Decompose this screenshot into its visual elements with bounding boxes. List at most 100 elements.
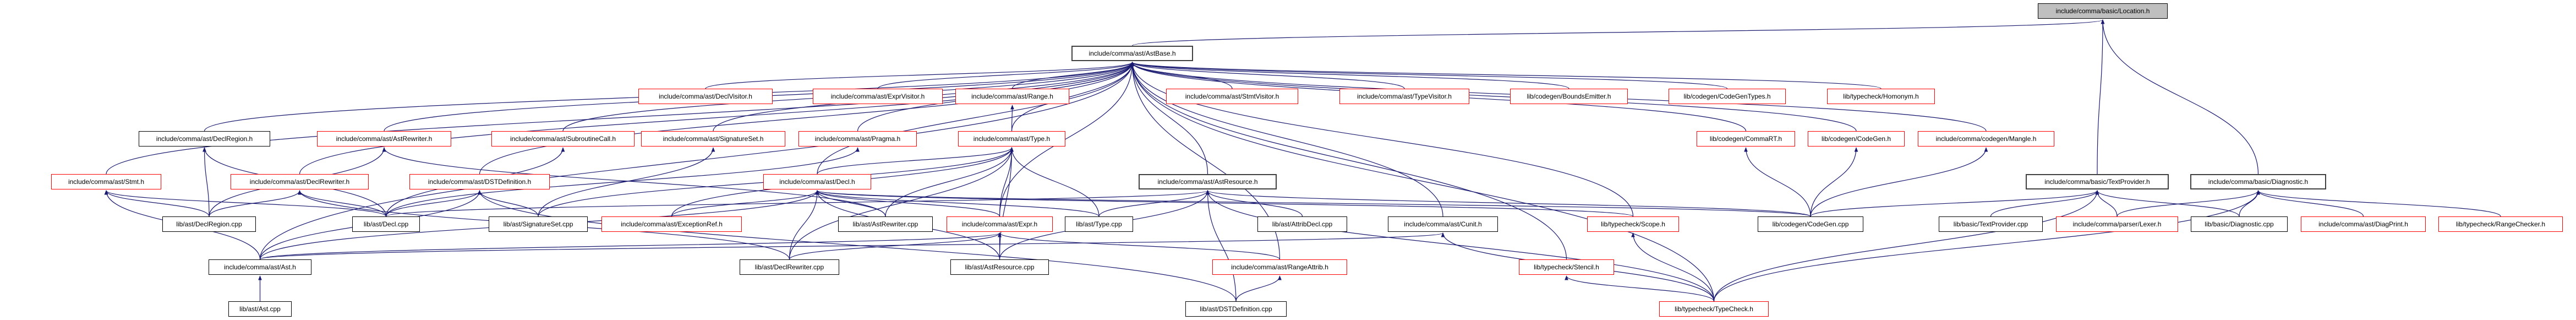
node-typevisitor-h[interactable]: include/comma/ast/TypeVisitor.h	[1339, 89, 1469, 104]
edge-diagnostic_cpp-to-diagnostic_h	[2239, 190, 2260, 217]
node-exprvisitor-h[interactable]: include/comma/ast/ExprVisitor.h	[813, 89, 943, 104]
edge-codegen_cpp-to-decl_h	[816, 190, 1811, 217]
edge-decl_h-to-type_h	[817, 147, 1014, 175]
node-ast-h[interactable]: include/comma/ast/Ast.h	[209, 259, 311, 275]
edge-textprovider_h-to-location_h	[2097, 19, 2105, 175]
node-diagnostic-cpp[interactable]: lib/basic/Diagnostic.cpp	[2191, 216, 2288, 232]
node-declrewriter-h[interactable]: include/comma/ast/DeclRewriter.h	[231, 174, 369, 189]
edge-typecheck_h-to-astbase_h	[1130, 62, 1715, 302]
node-type-cpp[interactable]: lib/ast/Type.cpp	[1065, 216, 1133, 232]
node-stencil-h[interactable]: lib/typecheck/Stencil.h	[1519, 259, 1614, 275]
edge-homonym_h-to-astbase_h	[1130, 62, 1882, 89]
edge-type_cpp-to-type_h	[1010, 147, 1100, 217]
node-astresource-h[interactable]: include/comma/ast/AstResource.h	[1139, 174, 1277, 189]
edge-declrewriter_cpp-to-expr_h	[789, 232, 1002, 260]
edge-decl_cpp-to-declrewriter_h	[298, 190, 387, 217]
edge-astrewriter_cpp-to-decl_h	[815, 190, 886, 217]
node-rangechecker-h[interactable]: lib/typecheck/RangeChecker.h	[2438, 216, 2563, 232]
node-pragma-h[interactable]: include/comma/ast/Pragma.h	[798, 131, 917, 147]
edge-type_h-to-range_h	[1010, 105, 1014, 132]
node-codegentypes-h[interactable]: lib/codegen/CodeGenTypes.h	[1669, 89, 1786, 104]
node-exceptionref-h[interactable]: include/comma/ast/ExceptionRef.h	[601, 216, 742, 232]
node-mangle-h[interactable]: include/comma/codegen/Mangle.h	[1918, 131, 2054, 147]
edge-codegen_cpp-to-textprovider_h	[1810, 190, 2099, 217]
edge-expr_h-to-astbase_h	[999, 62, 1134, 217]
edge-decl_cpp-to-stmt_h	[104, 190, 387, 217]
edge-codegentypes_h-to-astbase_h	[1130, 62, 1728, 89]
node-declregion-cpp[interactable]: lib/ast/DeclRegion.cpp	[162, 216, 256, 232]
edge-stencil_h-to-astbase_h	[1130, 62, 1567, 260]
node-dstdefinition-h[interactable]: include/comma/ast/DSTDefinition.h	[409, 174, 550, 189]
node-lexer-h[interactable]: include/comma/parser/Lexer.h	[2056, 216, 2178, 232]
node-textprovider-cpp[interactable]: lib/basic/TextProvider.cpp	[1939, 216, 2043, 232]
node-boundsemitter-h[interactable]: lib/codegen/BoundsEmitter.h	[1510, 89, 1628, 104]
edge-type_cpp-to-astresource_h	[1098, 190, 1210, 217]
node-declrewriter-cpp[interactable]: lib/ast/DeclRewriter.cpp	[740, 259, 839, 275]
node-stmtvisitor-h[interactable]: include/comma/ast/StmtVisitor.h	[1166, 89, 1298, 104]
edge-diagprint_h-to-diagnostic_h	[2256, 190, 2364, 217]
edge-dstdefinition_cpp-to-astresource_h	[1206, 190, 1237, 302]
edge-declregion_cpp-to-declregion_h	[203, 147, 210, 217]
edge-typecheck_h-to-diagnostic_h	[1713, 190, 2260, 302]
edge-dstdefinition_h-to-astbase_h	[479, 62, 1134, 175]
edge-typecheck_h-to-stencil_h	[1565, 275, 1715, 302]
node-codegen-cpp[interactable]: lib/codegen/CodeGen.cpp	[1758, 216, 1863, 232]
node-type-h[interactable]: include/comma/ast/Type.h	[958, 131, 1065, 147]
edge-ast_h-to-astbase_h	[259, 62, 1134, 260]
edge-codegen_h-to-astbase_h	[1130, 62, 1857, 132]
node-declvisitor-h[interactable]: include/comma/ast/DeclVisitor.h	[638, 89, 773, 104]
node-codegen-h[interactable]: lib/codegen/CodeGen.h	[1808, 131, 1905, 147]
edge-lexer_h-to-textprovider_h	[2095, 190, 2118, 217]
node-subroutinecall-h[interactable]: include/comma/ast/SubroutineCall.h	[491, 131, 635, 147]
node-ast-cpp[interactable]: lib/ast/Ast.cpp	[228, 301, 292, 317]
node-cunit-h[interactable]: include/comma/ast/Cunit.h	[1388, 216, 1498, 232]
edge-expr_h-to-decl_h	[815, 190, 1000, 217]
node-astbase-h[interactable]: include/comma/ast/AstBase.h	[1071, 46, 1193, 61]
edge-typecheck_h-to-scope_h	[1631, 232, 1715, 302]
node-dstdefinition-cpp[interactable]: lib/ast/DSTDefinition.cpp	[1185, 301, 1287, 317]
edge-type_h-to-astbase_h	[1011, 62, 1134, 132]
edge-astresource_h-to-astbase_h	[1130, 62, 1208, 175]
edge-boundsemitter_h-to-astbase_h	[1130, 62, 1569, 89]
edge-decl_h-to-astbase_h	[817, 62, 1134, 175]
edge-diagnostic_cpp-to-textprovider_h	[2095, 190, 2240, 217]
node-location-h[interactable]: include/comma/basic/Location.h	[2038, 3, 2168, 19]
edge-scope_h-to-decl_h	[816, 190, 1634, 217]
node-scope-h[interactable]: lib/typecheck/Scope.h	[1587, 216, 1679, 232]
node-typecheck-h[interactable]: lib/typecheck/TypeCheck.h	[1659, 301, 1769, 317]
edge-decl_cpp-to-dstdefinition_h	[385, 190, 482, 217]
edge-dstdefinition_cpp-to-rangeattrib_h	[1235, 275, 1282, 302]
node-declregion-h[interactable]: include/comma/ast/DeclRegion.h	[139, 131, 270, 147]
edge-astrewriter_cpp-to-astrewriter_h	[382, 147, 886, 217]
node-signatureset-cpp[interactable]: lib/ast/SignatureSet.cpp	[489, 216, 588, 232]
node-diagnostic-h[interactable]: include/comma/basic/Diagnostic.h	[2190, 174, 2326, 189]
node-decl-cpp[interactable]: lib/ast/Decl.cpp	[352, 216, 420, 232]
edge-scope_h-to-astbase_h	[1130, 62, 1634, 217]
node-homonym-h[interactable]: lib/typecheck/Homonym.h	[1827, 89, 1935, 104]
edge-decl_cpp-to-astresource_h	[385, 190, 1210, 217]
edge-cunit_h-to-astbase_h	[1130, 62, 1443, 217]
edge-codegen_cpp-to-commart_h	[1744, 147, 1811, 217]
edge-typecheck_h-to-astresource_h	[1206, 190, 1715, 302]
node-range-h[interactable]: include/comma/ast/Range.h	[955, 89, 1069, 104]
edge-typevisitor_h-to-astbase_h	[1130, 62, 1405, 89]
node-textprovider-h[interactable]: include/comma/basic/TextProvider.h	[2026, 174, 2169, 189]
edge-exceptionref_h-to-decl_h	[671, 190, 819, 217]
node-astrewriter-h[interactable]: include/comma/ast/AstRewriter.h	[317, 131, 451, 147]
edge-textprovider_cpp-to-textprovider_h	[1990, 190, 2099, 217]
node-expr-h[interactable]: include/comma/ast/Expr.h	[947, 216, 1053, 232]
node-stmt-h[interactable]: include/comma/ast/Stmt.h	[51, 174, 161, 189]
node-decl-h[interactable]: include/comma/ast/Decl.h	[763, 174, 871, 189]
edge-codegen_cpp-to-astresource_h	[1206, 190, 1811, 217]
node-astresource-cpp[interactable]: lib/ast/AstResource.cpp	[950, 259, 1049, 275]
node-attribdecl-cpp[interactable]: lib/ast/AttribDecl.cpp	[1257, 216, 1347, 232]
node-astrewriter-cpp[interactable]: lib/ast/AstRewriter.cpp	[838, 216, 933, 232]
node-commart-h[interactable]: lib/codegen/CommaRT.h	[1697, 131, 1795, 147]
edge-declvisitor_h-to-astbase_h	[705, 62, 1134, 89]
node-signatureset-h[interactable]: include/comma/ast/SignatureSet.h	[641, 131, 785, 147]
node-diagprint-h[interactable]: include/comma/ast/DiagPrint.h	[2301, 216, 2426, 232]
edge-rangechecker_h-to-diagnostic_h	[2256, 190, 2501, 217]
edge-attribdecl_cpp-to-astresource_h	[1206, 190, 1303, 217]
node-rangeattrib-h[interactable]: include/comma/ast/RangeAttrib.h	[1212, 259, 1347, 275]
